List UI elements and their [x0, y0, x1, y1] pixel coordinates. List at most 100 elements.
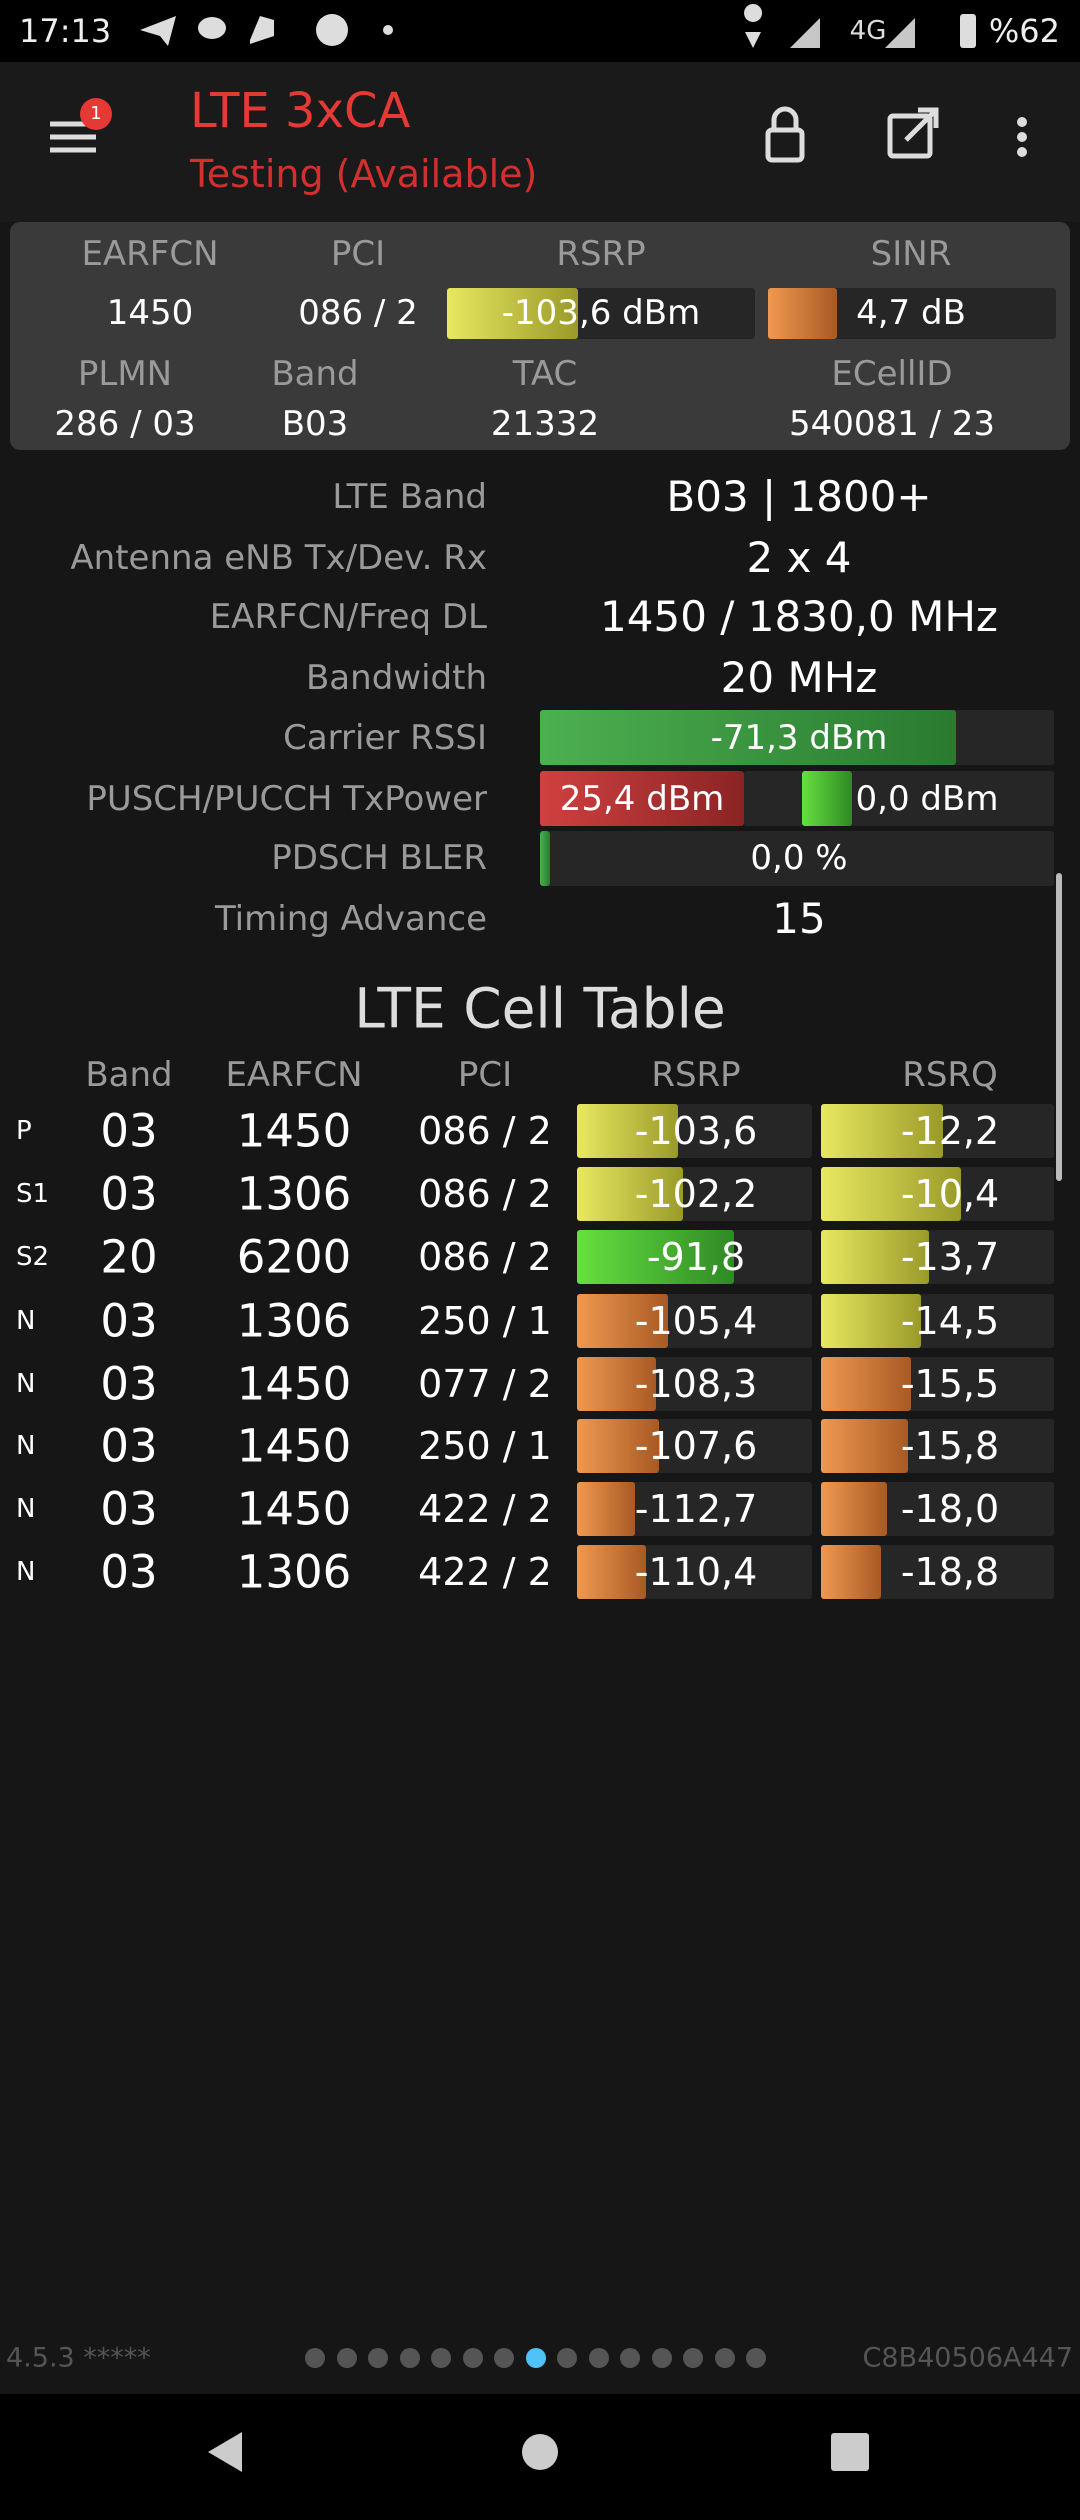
cell-type: S2	[16, 1242, 50, 1272]
cell-type: P	[16, 1116, 32, 1146]
cell-earfcn: 1306	[236, 1294, 352, 1348]
cell-earfcn: 1306	[236, 1545, 352, 1599]
detail-value: 15	[772, 894, 826, 943]
summary-label: SINR	[870, 234, 952, 274]
cell-earfcn: 1450	[236, 1419, 352, 1473]
cell-rsrp: -102,2	[634, 1172, 758, 1216]
summary-label: RSRP	[556, 234, 646, 274]
cell-band: 03	[100, 1419, 158, 1473]
sinr-bar	[768, 288, 837, 339]
detail-label: PUSCH/PUCCH TxPower	[86, 779, 487, 819]
rsrp-bar	[577, 1104, 678, 1158]
cell-pci: 250 / 1	[418, 1299, 552, 1343]
rsrq-bar	[821, 1294, 921, 1348]
cell-earfcn: 1450	[236, 1104, 352, 1158]
detail-label: Bandwidth	[305, 658, 487, 698]
detail-value: 0,0 %	[750, 838, 848, 878]
cell-pci: 086 / 2	[418, 1109, 552, 1153]
cell-earfcn: 1450	[236, 1357, 352, 1411]
back-button[interactable]	[208, 2432, 242, 2472]
overflow-menu[interactable]	[1017, 117, 1027, 157]
page-dot[interactable]	[462, 2348, 483, 2368]
summary-value: 286 / 03	[54, 404, 196, 444]
cell-type: N	[16, 1306, 36, 1336]
rsrq-bar	[821, 1419, 908, 1473]
column-header: Band	[85, 1055, 173, 1095]
status-icons	[140, 4, 976, 49]
page-dot[interactable]	[683, 2348, 703, 2368]
cell-pci: 086 / 2	[418, 1172, 552, 1216]
cell-type: N	[16, 1557, 36, 1587]
battery: %62	[988, 12, 1060, 50]
rsrq-bar	[821, 1357, 911, 1411]
rsrp-bar	[577, 1357, 656, 1411]
page-dot[interactable]	[336, 2348, 357, 2368]
page-dot[interactable]	[651, 2348, 672, 2368]
page-dot[interactable]	[746, 2348, 766, 2368]
rsrq-bar	[821, 1482, 887, 1536]
rsrq-bar	[821, 1545, 881, 1599]
page-dot[interactable]	[525, 2348, 546, 2368]
column-header: RSRQ	[902, 1055, 998, 1095]
summary-value: 1450	[106, 293, 194, 333]
detail-value: 20 MHz	[720, 653, 878, 702]
summary-value: -103,6 dBm	[501, 293, 701, 333]
pucch-bar	[802, 771, 852, 826]
cell-pci: 422 / 2	[418, 1487, 552, 1531]
detail-value: 0,0 dBm	[855, 779, 999, 819]
page-dot[interactable]	[494, 2348, 514, 2368]
page-dot[interactable]	[714, 2348, 735, 2368]
column-header: RSRP	[651, 1055, 741, 1095]
cell-band: 03	[100, 1104, 158, 1158]
cell-pci: 086 / 2	[418, 1235, 552, 1279]
summary-value: B03	[281, 404, 349, 444]
home-button[interactable]	[522, 2434, 558, 2470]
cell-rsrq: -13,7	[900, 1235, 1000, 1279]
page-dot[interactable]	[557, 2348, 577, 2368]
page-dot[interactable]	[620, 2348, 640, 2368]
detail-value: 25,4 dBm	[559, 779, 725, 819]
bler-bar-bg	[540, 831, 1054, 886]
cell-band: 03	[100, 1167, 158, 1221]
notification-badge	[80, 98, 112, 130]
cell-band: 03	[100, 1482, 158, 1536]
cell-earfcn: 1450	[236, 1482, 352, 1536]
recents-button[interactable]	[831, 2433, 869, 2471]
cell-type: N	[16, 1369, 36, 1399]
page-dot[interactable]	[305, 2348, 325, 2368]
page-dot[interactable]	[368, 2348, 388, 2368]
cell-rsrq: -14,5	[900, 1299, 1000, 1343]
page-dot[interactable]	[431, 2348, 451, 2368]
page-dot[interactable]	[588, 2348, 609, 2368]
subtitle: Testing (Available)	[190, 152, 538, 196]
app-bar	[0, 62, 1080, 222]
rsrq-bar	[821, 1230, 929, 1284]
summary-label: Band	[271, 354, 359, 394]
summary-label: TAC	[512, 354, 578, 394]
device-id: C8B40506A447	[862, 2342, 1073, 2374]
cell-rsrp: -91,8	[646, 1235, 746, 1279]
rsrp-bar	[577, 1419, 659, 1473]
summary-value: 4,7 dB	[856, 293, 966, 333]
detail-label: Carrier RSSI	[283, 718, 487, 758]
rsrp-bar	[577, 1230, 734, 1284]
bler-bar	[540, 831, 550, 886]
time: 17:13	[19, 12, 112, 50]
cell-rsrq: -15,5	[900, 1362, 1000, 1406]
cell-earfcn: 1306	[236, 1167, 352, 1221]
rsrp-bar	[577, 1482, 635, 1536]
detail-value: 2 x 4	[746, 533, 852, 582]
detail-value: -71,3 dBm	[710, 718, 888, 758]
rsrq-bar	[821, 1104, 943, 1158]
column-header: EARFCN	[225, 1055, 363, 1095]
summary-label: EARFCN	[81, 234, 219, 274]
detail-label: PDSCH BLER	[271, 838, 487, 878]
table-title: LTE Cell Table	[354, 976, 726, 1041]
detail-label: Timing Advance	[214, 899, 487, 939]
cell-rsrp: -103,6	[634, 1109, 758, 1153]
summary-label: PCI	[330, 234, 386, 274]
cell-earfcn: 6200	[236, 1230, 352, 1284]
cell-pci: 422 / 2	[418, 1550, 552, 1594]
page-dot[interactable]	[399, 2348, 420, 2368]
